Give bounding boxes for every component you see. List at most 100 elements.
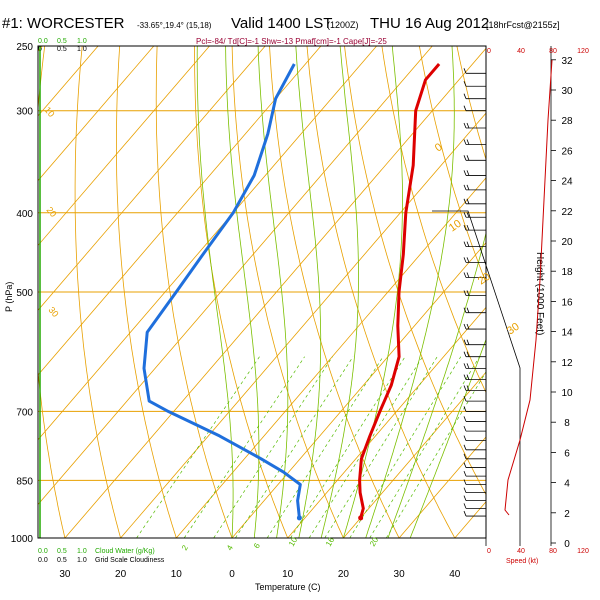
- pressure-axis-label: P (hPa): [4, 282, 14, 312]
- isotherm-line: [38, 46, 266, 311]
- wind-barb-flag: [463, 224, 467, 231]
- dry-adiabat-label: 20: [44, 205, 58, 219]
- isotherm-label: 20: [476, 271, 493, 288]
- mixing-ratio-label: 4: [225, 543, 235, 552]
- dry-adiabat-line: [194, 46, 289, 538]
- height-tick-label: 28: [561, 116, 573, 127]
- isotherm-line: [287, 306, 486, 538]
- height-tick-label: 16: [561, 297, 573, 308]
- isotherm-line: [231, 242, 486, 538]
- cloud-scale-bottom2-1: 0.5: [57, 557, 67, 564]
- temperature-tick-label: 20: [338, 569, 350, 580]
- pressure-tick-label: 250: [16, 42, 33, 53]
- cloud-scale-bottom-0: 0.0: [38, 548, 48, 555]
- isotherm-line: [38, 46, 155, 182]
- wind-barb-flag: [466, 198, 470, 204]
- temperature-tick-label: 10: [171, 569, 183, 580]
- pressure-tick-label: 400: [16, 209, 33, 220]
- speed-tick-bottom: 0: [487, 548, 491, 555]
- pressure-tick-label: 850: [16, 476, 33, 487]
- moist-adiabat-line: [387, 231, 486, 538]
- wind-barb-flag: [463, 307, 467, 313]
- station-title: #1: WORCESTER: [2, 15, 125, 32]
- speed-tick-top: 40: [517, 48, 525, 55]
- temperature-tick-label: 30: [394, 569, 406, 580]
- wind-barb-flag: [466, 307, 470, 313]
- isotherm-label: 30: [505, 321, 522, 338]
- wind-barb-flag: [463, 241, 467, 247]
- speed-tick-top: 120: [577, 48, 589, 55]
- wind-barb-flag: [463, 479, 467, 485]
- stats-line: Pcl=-84/ Td[C]=-1 Shw=-13 Pmaf[cm]=-1 Ca…: [196, 37, 387, 46]
- wind-barb-flag: [466, 224, 470, 231]
- dry-adiabat-label: 10: [42, 105, 56, 119]
- dry-adiabat-line: [494, 46, 600, 538]
- isotherm-line: [175, 177, 486, 538]
- moist-adiabat-line: [225, 46, 260, 538]
- height-profile-boundary: [432, 210, 521, 546]
- wind-barb-flag: [466, 212, 470, 218]
- moist-adiabat-line: [257, 46, 289, 538]
- height-tick-label: 14: [561, 328, 573, 339]
- cloud-scale-top-2: 1.0: [77, 38, 87, 45]
- moist-adiabat-line: [196, 46, 234, 538]
- wind-barb-flag: [463, 351, 467, 357]
- wind-barb-flag: [466, 339, 470, 345]
- valid-date: THU 16 Aug 2012: [370, 15, 489, 32]
- dry-adiabat-line: [231, 46, 344, 538]
- height-tick-label: 18: [561, 267, 573, 278]
- pressure-tick-label: 300: [16, 107, 33, 118]
- cloud-scale-top-1: 0.5: [57, 38, 67, 45]
- wind-barb-flag: [463, 416, 467, 422]
- wind-barb-flag: [463, 272, 467, 278]
- wind-barb-flag: [463, 462, 467, 468]
- dry-adiabat-line: [116, 46, 177, 538]
- wind-barb-flag: [466, 363, 470, 369]
- moist-adiabat-line: [320, 46, 359, 538]
- wind-barb-flag: [466, 170, 470, 176]
- height-tick-label: 8: [564, 418, 570, 429]
- isotherm-line: [64, 47, 486, 538]
- height-tick-label: 24: [561, 177, 573, 188]
- mixing-ratio-line: [385, 371, 486, 538]
- wind-barb-flag: [463, 155, 467, 161]
- mixing-ratio-line: [235, 356, 354, 538]
- wind-barb-flag: [463, 198, 467, 204]
- height-tick-label: 6: [564, 448, 570, 459]
- dry-adiabat-label: 30: [46, 305, 60, 319]
- cloud-water-label: Cloud Water (g/Kg): [95, 548, 155, 555]
- speed-tick-top: 0: [487, 48, 491, 55]
- mixing-ratio-line: [369, 356, 480, 538]
- height-tick-label: 32: [561, 56, 573, 67]
- wind-barb-flag: [463, 139, 467, 145]
- dry-adiabat-line: [306, 46, 456, 538]
- forecast-label: [18hrFcst@2155z]: [486, 20, 560, 30]
- wind-barb-flag: [466, 257, 470, 263]
- wind-barb-flag: [466, 122, 470, 129]
- mixing-ratio-label: 16: [324, 535, 337, 548]
- cloud-scale-bottom2-2: 1.0: [77, 557, 87, 564]
- mixing-ratio-label: 6: [252, 541, 262, 550]
- wind-barb-flag: [463, 170, 467, 176]
- wind-barb-flag: [463, 495, 467, 501]
- isotherm-line: [398, 436, 486, 538]
- temperature-tick-label: 30: [59, 569, 71, 580]
- pressure-tick-label: 700: [16, 407, 33, 418]
- wind-barb-flag: [463, 374, 467, 380]
- wind-barb-flag: [463, 425, 467, 432]
- isotherm-label: 0: [433, 141, 445, 154]
- height-tick-label: 20: [561, 237, 573, 248]
- wind-barb-flag: [466, 323, 470, 330]
- wind-barb-flag: [463, 257, 467, 263]
- dry-adiabat-line: [344, 46, 486, 496]
- mixing-ratio-line: [183, 356, 305, 538]
- cloud-water-scale-bottom: 0.0 0.5 1.0 Cloud Water (g/Kg) 0.0 0.5 1…: [38, 548, 165, 564]
- wind-barb-flag: [463, 81, 467, 87]
- speed-tick-bottom: 80: [549, 548, 557, 555]
- wind-barb-flag: [466, 351, 470, 357]
- dry-adiabat-line: [569, 46, 600, 538]
- height-tick-label: 22: [561, 207, 573, 218]
- temperature-axis: 30 20 10 0 10 20 30 40: [59, 569, 460, 580]
- cloud-scale-bottom-1: 0.5: [57, 548, 67, 555]
- cloud-scale-bottom2-0: 0.0: [38, 557, 48, 564]
